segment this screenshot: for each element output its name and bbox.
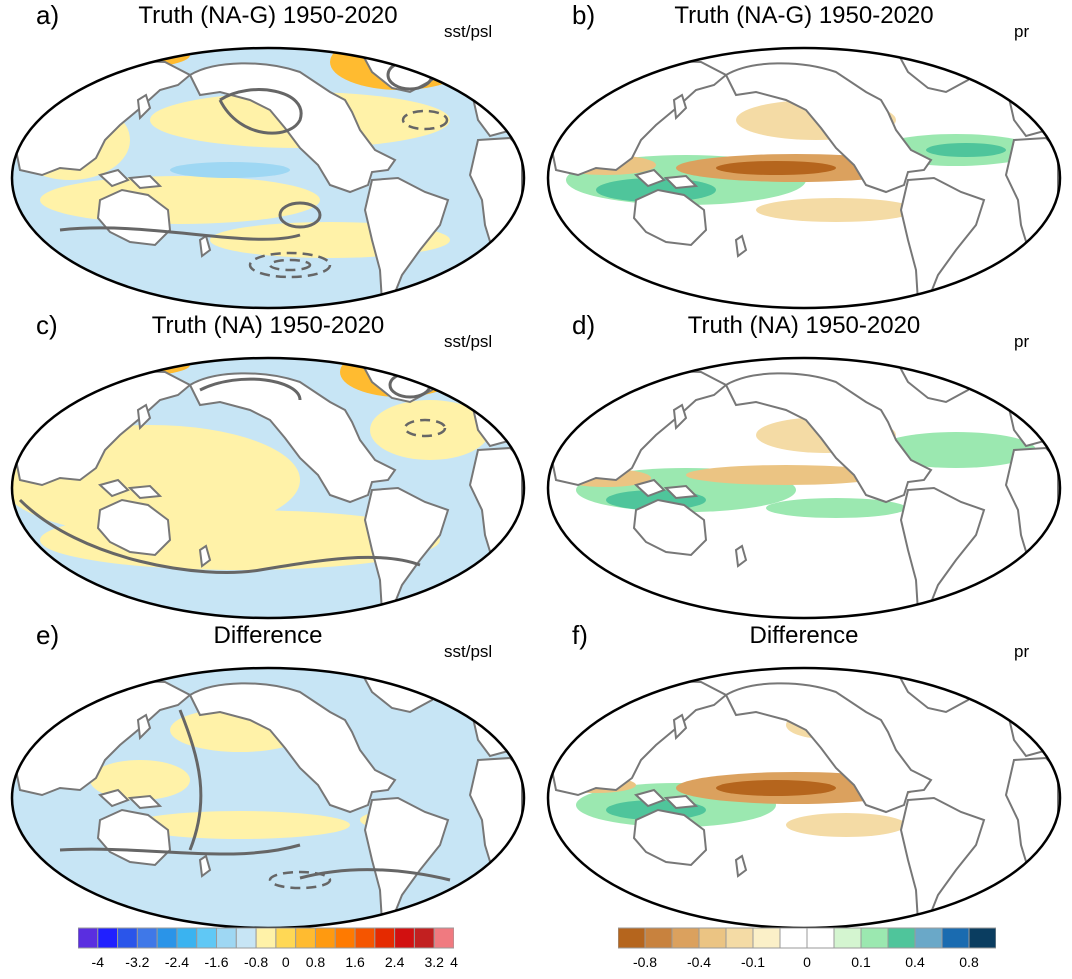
panel-d: d) Truth (NA) 1950-2020 pr [536, 310, 1072, 630]
colorbar-swatch [314, 927, 336, 949]
sst-psl-map [10, 356, 526, 620]
colorbar-swatch [860, 927, 889, 949]
colorbar-tick-label: 1.6 [345, 954, 365, 970]
colorbar-swatch [117, 927, 138, 949]
sst-psl-map [10, 46, 526, 310]
sst-colorbar-swatches [78, 927, 454, 949]
colorbar-swatch [255, 927, 277, 949]
pr-colorbar-swatches [618, 927, 996, 949]
colorbar-swatch [806, 927, 835, 949]
panel-title: Truth (NA-G) 1950-2020 [674, 2, 934, 29]
variable-label: sst/psl [444, 332, 493, 351]
panel-title: Truth (NA) 1950-2020 [151, 312, 385, 339]
colorbar-swatch [698, 927, 727, 949]
colorbar-tick-label: -4 [91, 954, 105, 970]
panel-e: e) Difference sst/psl [0, 620, 536, 940]
colorbar-swatch [295, 927, 316, 949]
panel-title: Difference [749, 622, 859, 649]
colorbar-swatch [725, 927, 754, 949]
colorbar-tick-label: 0.1 [851, 954, 871, 970]
colorbar-tick-label: -0.8 [244, 954, 269, 970]
colorbar-swatch [644, 927, 673, 949]
colorbar-tick-label: -0.1 [740, 954, 766, 970]
colorbar-swatch [136, 927, 158, 949]
panel-label: e) [36, 620, 60, 650]
colorbar-swatch [176, 927, 198, 949]
colorbar-swatch [968, 927, 996, 949]
panel-label: c) [36, 310, 58, 340]
variable-label: pr [1014, 332, 1030, 351]
colorbar-swatch [887, 927, 916, 949]
panel-title: Truth (NA-G) 1950-2020 [138, 2, 398, 29]
colorbar-swatch [941, 927, 970, 949]
colorbar-swatch [97, 927, 119, 949]
colorbar-swatch [196, 927, 218, 949]
colorbar-tick-label: -0.8 [632, 954, 658, 970]
variable-label: sst/psl [444, 22, 493, 41]
sst-psl-map [10, 666, 526, 930]
colorbar-swatch [671, 927, 700, 949]
colorbar-swatch [354, 927, 376, 949]
colorbar-swatch [433, 927, 454, 949]
variable-label: pr [1014, 642, 1030, 661]
precipitation-map [546, 356, 1062, 620]
colorbar-tick-label: -1.6 [204, 954, 229, 970]
colorbar-tick-label: 4 [450, 954, 458, 970]
colorbar-swatch [275, 927, 297, 949]
colorbar-tick-label: 0 [803, 954, 811, 970]
sst-colorbar: -4 -3.2 -2.4 -1.6 -0.8 0 0.8 1.6 2.4 3.2 4 [78, 927, 458, 979]
colorbar-swatch [334, 927, 356, 949]
colorbar-swatch [779, 927, 808, 949]
colorbar-tick-label: -0.4 [686, 954, 712, 970]
colorbar-swatch [914, 927, 943, 949]
precipitation-map [546, 46, 1062, 310]
panel-f: f) Difference pr [536, 620, 1072, 940]
variable-label: sst/psl [444, 642, 493, 661]
colorbar-tick-label: 3.2 [424, 954, 444, 970]
panel-label: d) [572, 310, 596, 340]
colorbar-tick-label: 2.4 [384, 954, 405, 970]
colorbar-tick-label: -3.2 [125, 954, 150, 970]
colorbar-tick-label: 0.4 [905, 954, 925, 970]
panel-a: a) Truth (NA-G) 1950-2020 sst/psl [0, 0, 536, 320]
colorbar-swatch [78, 927, 99, 949]
colorbar-tick-label: 0.8 [305, 954, 326, 970]
pr-colorbar: -0.8 -0.4 -0.1 0 0.1 0.4 0.8 [618, 927, 996, 979]
colorbar-swatch [394, 927, 415, 949]
panel-b: b) Truth (NA-G) 1950-2020 pr [536, 0, 1072, 320]
panel-label: a) [36, 0, 60, 30]
colorbar-swatch [216, 927, 237, 949]
colorbar-swatch [833, 927, 862, 949]
colorbar-swatch [235, 927, 257, 949]
colorbar-tick-label: -2.4 [164, 954, 189, 970]
panel-title: Difference [213, 622, 323, 649]
panel-title: Truth (NA) 1950-2020 [687, 312, 921, 339]
precipitation-map [546, 666, 1062, 930]
panel-c: c) Truth (NA) 1950-2020 sst/psl [0, 310, 536, 630]
colorbar-swatch [374, 927, 396, 949]
colorbar-swatch [752, 927, 781, 949]
colorbar-swatch [156, 927, 178, 949]
panel-label: f) [572, 620, 588, 650]
panel-label: b) [572, 0, 596, 30]
colorbar-tick-label: 0 [281, 954, 290, 970]
colorbar-swatch [413, 927, 435, 949]
variable-label: pr [1014, 22, 1030, 41]
colorbar-swatch [618, 927, 646, 949]
colorbar-tick-label: 0.8 [959, 954, 979, 970]
